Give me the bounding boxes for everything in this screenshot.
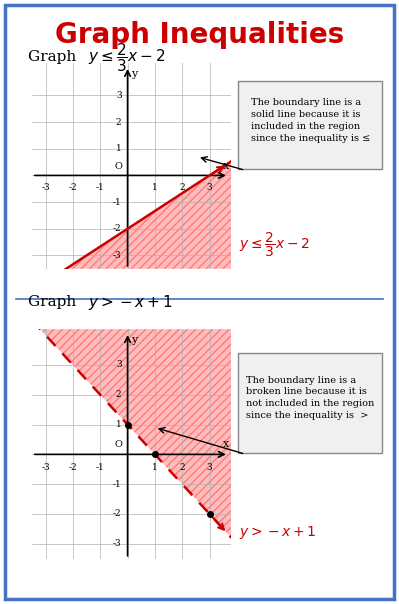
Text: 2: 2 <box>116 390 122 399</box>
FancyBboxPatch shape <box>238 353 382 453</box>
Text: Graph: Graph <box>28 295 86 309</box>
FancyBboxPatch shape <box>238 82 382 169</box>
Text: 2: 2 <box>116 118 122 127</box>
Text: 3: 3 <box>207 463 212 472</box>
Text: Graph: Graph <box>28 50 86 65</box>
Text: $y>-x+1$: $y>-x+1$ <box>239 524 317 541</box>
Text: Graph Inequalities: Graph Inequalities <box>55 21 344 49</box>
Text: O: O <box>115 440 122 449</box>
Text: y: y <box>131 69 137 79</box>
Text: -1: -1 <box>96 183 105 192</box>
Text: -2: -2 <box>69 183 77 192</box>
Text: y: y <box>131 335 137 345</box>
Text: -1: -1 <box>113 480 122 489</box>
Text: The boundary line is a
solid line because it is
included in the region
since the: The boundary line is a solid line becaus… <box>251 98 370 143</box>
Text: -1: -1 <box>96 463 105 472</box>
Text: -3: -3 <box>113 251 122 260</box>
Text: x: x <box>223 439 229 449</box>
Text: $y>-x+1$: $y>-x+1$ <box>88 292 173 312</box>
Text: 2: 2 <box>180 183 185 192</box>
Text: 3: 3 <box>207 183 212 192</box>
Text: -3: -3 <box>41 463 50 472</box>
Text: -2: -2 <box>69 463 77 472</box>
Text: 1: 1 <box>116 144 122 153</box>
Text: $y\leq\dfrac{2}{3}x-2$: $y\leq\dfrac{2}{3}x-2$ <box>88 41 165 74</box>
Text: -2: -2 <box>113 510 122 518</box>
Text: -1: -1 <box>113 198 122 207</box>
Text: $y\leq\dfrac{2}{3}x-2$: $y\leq\dfrac{2}{3}x-2$ <box>239 231 310 259</box>
Text: The boundary line is a
broken line because it is
not included in the region
sinc: The boundary line is a broken line becau… <box>246 376 374 420</box>
Text: -3: -3 <box>41 183 50 192</box>
Text: 1: 1 <box>152 183 158 192</box>
Text: 3: 3 <box>116 91 122 100</box>
Text: O: O <box>115 162 122 171</box>
Text: -2: -2 <box>113 224 122 233</box>
Text: 3: 3 <box>116 361 122 370</box>
Text: 2: 2 <box>180 463 185 472</box>
Text: 1: 1 <box>116 420 122 429</box>
Text: -3: -3 <box>113 539 122 548</box>
Text: x: x <box>223 161 229 171</box>
Text: 1: 1 <box>152 463 158 472</box>
